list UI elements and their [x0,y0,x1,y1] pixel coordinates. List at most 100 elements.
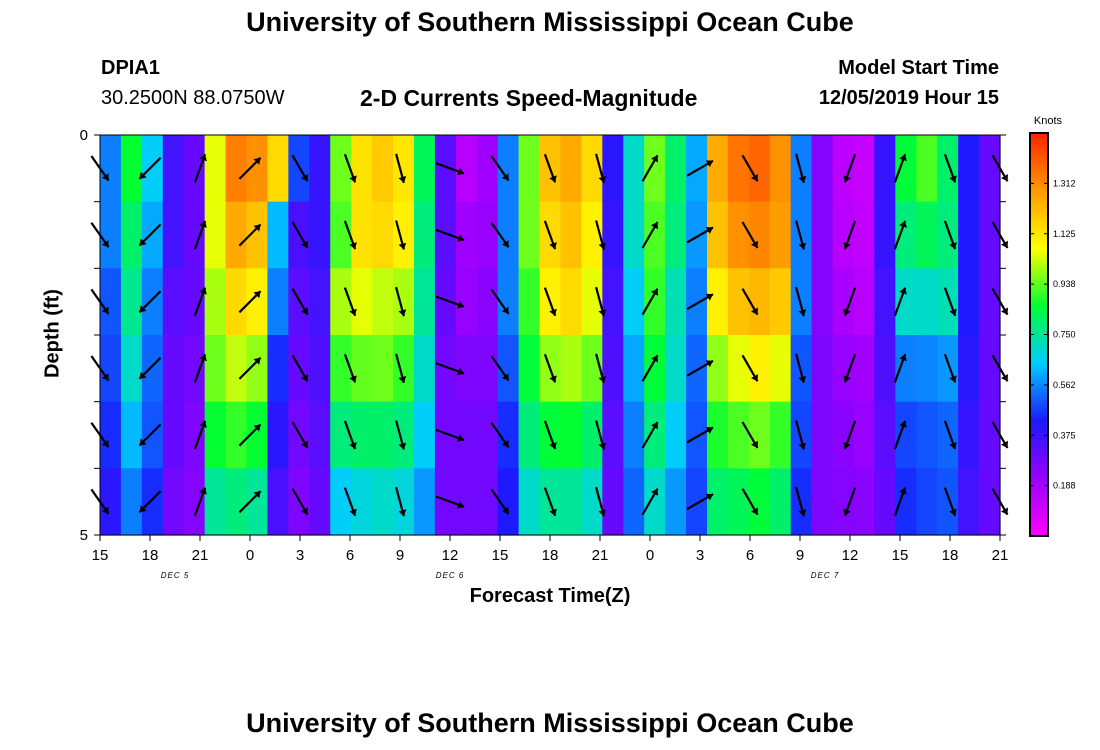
page-title: University of Southern Mississippi Ocean… [246,7,854,37]
heatmap-cell [434,468,457,536]
current-vector [395,420,407,450]
vector-head [253,424,261,432]
current-vector [543,220,557,250]
heatmap-cell [267,268,289,336]
heatmap-cell [372,335,394,403]
heatmap-cell [979,468,1001,536]
heatmap-cell [706,468,729,536]
current-vector [595,286,607,317]
vector-head [949,242,957,250]
heatmap-cell [706,268,729,336]
heatmap-cell [644,401,666,469]
heatmap-cell [958,201,980,269]
heatmap-cell [665,268,687,336]
current-vector [843,353,857,383]
heatmap-cell [162,268,185,336]
heatmap-cell [518,135,541,203]
heatmap-cell [853,135,876,203]
heatmap-cell [686,201,708,269]
heatmap-cell [623,201,645,269]
current-vector [193,487,207,517]
heatmap-cell [413,268,436,336]
vector-head [139,238,147,246]
vector-head [899,487,907,495]
vector-head [199,354,207,362]
heatmap-cell [874,201,896,269]
x-tick-label: 15 [92,547,109,564]
vector-head [253,357,261,365]
heatmap-cell [874,335,896,403]
heatmap-cell [476,335,499,403]
heatmap-cell [727,268,750,336]
heatmap-cell [686,135,708,203]
heatmap-cell [413,468,436,536]
heatmap-cell [811,135,834,203]
heatmap-cell [120,401,143,469]
heatmap-cell [581,135,603,203]
heatmap-cell [183,401,206,469]
heatmap-cell [979,135,1001,203]
heatmap-cell [895,335,917,403]
current-vector [395,353,407,384]
x-tick-label: 21 [592,547,609,564]
heatmap-cell [602,135,624,203]
current-vector [238,156,262,180]
heatmap-cell [372,268,394,336]
vector-head [457,367,465,376]
vector-head [253,157,261,165]
heatmap-cell [602,201,624,269]
heatmap-cell [497,468,520,536]
heatmap-cell [309,135,331,203]
vector-head [501,306,509,314]
current-vector [741,488,759,516]
heatmap-cell [727,201,750,269]
vector-head [398,176,407,183]
current-vector [395,486,407,517]
current-vector [435,495,465,509]
vector-head [751,240,758,248]
heatmap-cell [100,135,122,203]
heatmap-cell [372,135,394,203]
vector-head [398,242,407,250]
x-tick-label: 6 [346,547,354,564]
vector-head [598,376,607,383]
vector-head [1001,240,1008,248]
heatmap-cell [958,135,980,203]
vector-head [398,509,407,517]
vector-head [301,174,308,182]
current-vector [595,486,607,517]
heatmap-cell [937,335,959,403]
heatmap-cell [413,201,436,269]
heatmap-cell [120,268,143,336]
heatmap-cell [706,401,729,469]
vector-head [549,375,557,383]
heatmap-cell [120,201,143,269]
current-vector [343,353,357,383]
vector-head [398,442,407,450]
heatmap-cell [560,201,582,269]
current-vector [291,154,309,182]
vector-head [651,288,658,296]
current-vector [291,488,309,516]
heatmap-cell [309,335,331,403]
heatmap-cell [351,135,373,203]
current-vector [435,428,465,442]
vector-head [549,308,557,316]
current-vector [893,153,907,183]
x-tick-label: 18 [542,547,559,564]
vector-head [101,240,109,248]
heatmap-cell [832,468,855,536]
heatmap-cell [393,268,415,336]
heatmap-cell [225,201,248,269]
station-id: DPIA1 [101,57,160,79]
date-label: DEC 6 [436,571,465,580]
vector-head [1001,307,1008,315]
heatmap-cell [769,135,792,203]
heatmap-cell [455,135,478,203]
vector-head [1001,174,1008,182]
heatmap-cell [790,268,813,336]
heatmap-cell [455,268,478,336]
current-vector [193,287,207,317]
heatmap-cell [748,401,771,469]
vector-head [101,506,109,514]
